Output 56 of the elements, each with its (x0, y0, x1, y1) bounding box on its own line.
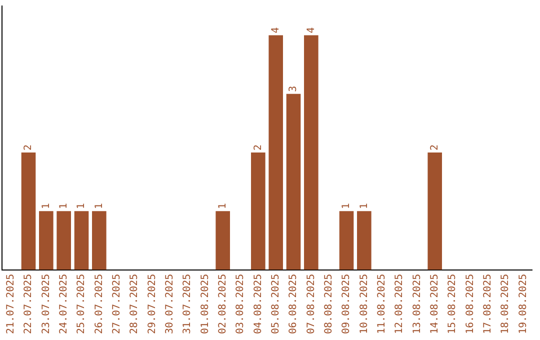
x-tick-label: 19.08.2025 (518, 274, 529, 334)
data-label: 1 (76, 203, 88, 210)
x-tick-label: 21.07.2025 (5, 274, 16, 334)
x-tick-label: 13.08.2025 (412, 274, 423, 334)
x-tick-label: 15.08.2025 (447, 274, 458, 334)
x-tick-label: 06.08.2025 (288, 274, 300, 334)
data-label: 3 (288, 86, 300, 92)
x-tick-label: 30.07.2025 (164, 274, 176, 334)
data-label: 1 (217, 203, 228, 210)
x-tick-label: 05.08.2025 (270, 274, 282, 334)
bar (56, 211, 71, 270)
x-tick-label: 07.08.2025 (306, 274, 317, 334)
x-tick-label: 08.08.2025 (323, 274, 334, 334)
data-label: 1 (40, 203, 52, 210)
x-tick-label: 11.08.2025 (376, 274, 388, 334)
data-label: 1 (58, 203, 70, 210)
x-tick-label: 26.07.2025 (94, 274, 105, 334)
bar (21, 152, 36, 270)
x-tick-label: 12.08.2025 (394, 274, 406, 334)
x-tick-label: 29.07.2025 (146, 274, 158, 334)
x-tick-label: 23.07.2025 (40, 274, 52, 334)
bar (339, 211, 354, 270)
data-label: 2 (23, 144, 34, 151)
bar (39, 211, 54, 270)
x-tick-label: 02.08.2025 (217, 274, 228, 334)
x-tick-label: 18.08.2025 (500, 274, 512, 334)
x-tick-label: 25.07.2025 (76, 274, 88, 334)
bar (216, 211, 230, 270)
x-tick-label: 14.08.2025 (429, 274, 440, 334)
x-tick-label: 10.08.2025 (358, 274, 370, 334)
bar (268, 35, 283, 270)
bar (74, 211, 89, 270)
data-label: 4 (270, 27, 282, 34)
bar (92, 211, 106, 270)
bar (286, 94, 301, 270)
bar (428, 152, 442, 270)
bar (251, 152, 266, 270)
x-tick-label: 03.08.2025 (235, 274, 246, 334)
x-tick-label: 09.08.2025 (341, 274, 352, 334)
x-tick-label: 27.07.2025 (111, 274, 122, 334)
bar (357, 211, 372, 270)
x-tick-label: 22.07.2025 (23, 274, 34, 334)
x-tick-label: 17.08.2025 (482, 274, 494, 334)
data-label: 1 (341, 203, 352, 210)
x-tick-label: 28.07.2025 (129, 274, 140, 334)
data-label: 2 (429, 144, 440, 151)
x-tick-label: 01.08.2025 (200, 274, 211, 334)
bar (304, 35, 318, 270)
data-label: 1 (94, 203, 105, 210)
data-label: 4 (306, 27, 317, 34)
data-label: 1 (358, 203, 370, 210)
data-label: 2 (252, 144, 264, 151)
x-tick-label: 04.08.2025 (252, 274, 264, 334)
x-tick-label: 24.07.2025 (58, 274, 70, 334)
x-tick-label: 16.08.2025 (464, 274, 476, 334)
x-tick-label: 31.07.2025 (182, 274, 194, 334)
